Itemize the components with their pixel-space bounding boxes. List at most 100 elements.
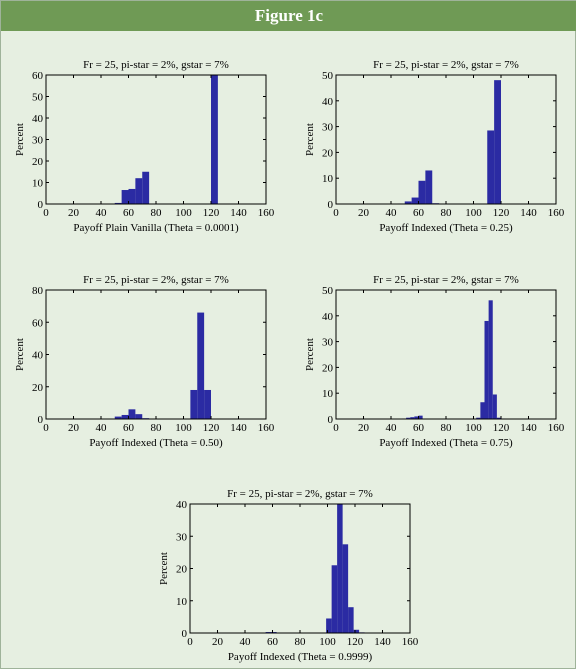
histogram-bar [211,75,218,204]
histogram-bar [342,544,349,633]
histogram-bar [190,389,198,419]
plot-area [336,75,556,204]
y-tick-label: 10 [32,178,44,190]
x-tick-label: 0 [43,207,49,219]
y-tick-label: 20 [32,382,44,394]
histogram-bar [425,170,433,204]
y-axis-label: Percent [14,338,26,371]
y-axis-label: Percent [158,552,170,585]
histogram-bar [411,197,419,204]
x-tick-label: 160 [548,207,565,219]
y-tick-label: 50 [32,92,44,104]
y-tick-label: 30 [322,122,334,134]
histogram-bar [418,180,426,204]
x-axis-label: Payoff Indexed (Theta = 0.9999) [228,651,373,663]
y-tick-label: 50 [322,285,334,297]
histogram-bar [406,417,411,419]
histogram-bar [418,415,423,419]
figure-header: Figure 1c [1,1,576,31]
histogram-bar [496,417,501,419]
histogram-bar [488,300,493,419]
histogram-panel-5: 0 20 40 60 80 100 120 140 160 0 10 20 30 40 Fr = 25, p… [158,488,419,663]
histogram-bar [128,409,136,419]
x-tick-label: 100 [175,207,192,219]
x-tick-label: 60 [123,422,135,434]
y-tick-label: 20 [322,147,334,159]
y-tick-label: 10 [322,388,334,400]
x-tick-label: 100 [175,422,192,434]
x-tick-label: 100 [319,636,336,648]
x-tick-label: 140 [230,207,247,219]
y-tick-label: 20 [322,362,334,374]
plot-area [46,75,266,204]
y-tick-label: 40 [322,311,334,323]
histogram-bar [197,312,205,419]
histogram-bar [410,417,415,419]
y-tick-label: 50 [322,70,334,82]
histogram-bar [480,402,485,419]
x-tick-label: 100 [465,422,482,434]
x-tick-label: 0 [333,422,339,434]
x-tick-label: 80 [441,207,453,219]
x-tick-label: 140 [374,636,391,648]
y-tick-label: 0 [328,414,334,426]
y-tick-label: 80 [32,285,44,297]
y-tick-label: 20 [176,564,188,576]
histogram-bar [121,414,129,419]
y-tick-label: 60 [32,70,44,82]
x-axis-label: Payoff Indexed (Theta = 0.75) [379,437,513,449]
x-tick-label: 40 [386,207,398,219]
x-tick-label: 160 [402,636,419,648]
y-tick-label: 30 [32,135,44,147]
x-tick-label: 20 [68,207,80,219]
x-tick-label: 20 [212,636,224,648]
x-tick-label: 40 [240,636,252,648]
x-tick-label: 80 [151,422,163,434]
x-tick-label: 60 [413,207,425,219]
histogram-bar [204,389,211,419]
plot-area [190,504,410,633]
histogram-bar [484,320,489,419]
x-axis-label: Payoff Indexed (Theta = 0.25) [379,222,513,234]
histogram-bar [494,80,501,204]
histogram-bar [114,416,122,419]
histogram-bar [121,190,129,204]
x-tick-label: 140 [520,207,537,219]
y-axis-label: Percent [304,123,316,156]
x-tick-label: 20 [358,207,370,219]
x-tick-label: 120 [203,207,220,219]
chart-title: Fr = 25, pi-star = 2%, gstar = 7% [227,488,373,500]
plot-area [46,290,266,419]
x-tick-label: 160 [258,422,275,434]
x-tick-label: 60 [413,422,425,434]
plot-area [336,290,556,419]
y-tick-label: 40 [32,350,44,362]
histogram-bar [404,201,412,204]
histogram-bar [348,607,354,633]
x-tick-label: 20 [68,422,80,434]
histogram-panel-2: 0 20 40 60 80 100 120 140 160 0 10 20 30 40 50 Fr = 25,… [304,59,565,234]
histogram-bar [326,618,332,633]
x-tick-label: 120 [347,636,364,648]
y-axis-label: Percent [304,338,316,371]
y-axis-label: Percent [14,123,26,156]
y-tick-label: 0 [182,628,188,640]
x-tick-label: 60 [123,207,135,219]
x-tick-label: 160 [258,207,275,219]
x-tick-label: 0 [333,207,339,219]
x-tick-label: 140 [520,422,537,434]
y-tick-label: 30 [176,531,188,543]
x-axis-label: Payoff Indexed (Theta = 0.50) [89,437,223,449]
x-tick-label: 0 [43,422,49,434]
histogram-bar [114,202,122,204]
x-tick-label: 40 [386,422,398,434]
histogram-bar [337,504,343,633]
chart-title: Fr = 25, pi-star = 2%, gstar = 7% [373,274,519,286]
histogram-bar [353,629,360,633]
y-tick-label: 40 [322,96,334,108]
x-tick-label: 120 [203,422,220,434]
x-tick-label: 160 [548,422,565,434]
chart-title: Fr = 25, pi-star = 2%, gstar = 7% [373,59,519,71]
x-tick-label: 80 [295,636,307,648]
